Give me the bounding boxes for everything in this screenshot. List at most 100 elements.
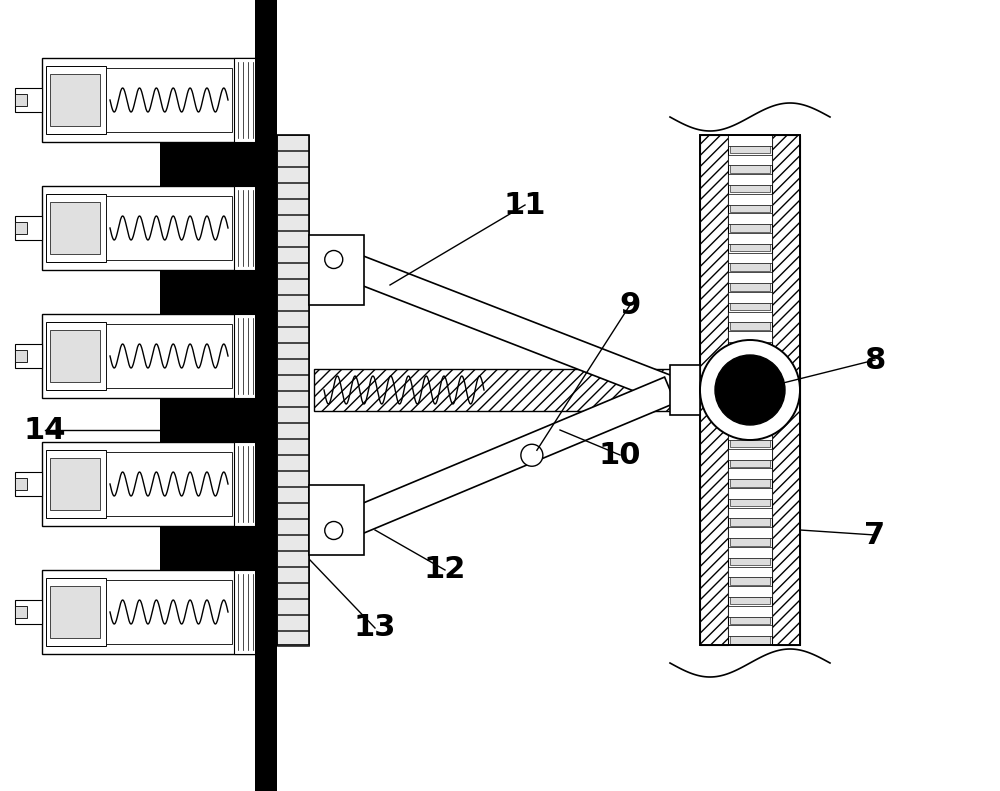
- Bar: [277, 327, 309, 342]
- Bar: [277, 295, 309, 310]
- Bar: [260, 464, 264, 504]
- Bar: [728, 448, 772, 460]
- Bar: [277, 183, 309, 198]
- Bar: [277, 423, 309, 438]
- Bar: [277, 391, 309, 406]
- Bar: [260, 80, 264, 120]
- Bar: [106, 452, 232, 516]
- Polygon shape: [328, 377, 675, 543]
- Bar: [728, 174, 772, 185]
- Bar: [42, 186, 262, 270]
- Bar: [730, 577, 770, 585]
- Bar: [160, 270, 260, 314]
- Bar: [728, 430, 772, 440]
- Bar: [50, 586, 100, 638]
- Bar: [277, 503, 309, 518]
- Bar: [15, 94, 27, 106]
- Bar: [260, 336, 264, 376]
- Bar: [15, 216, 42, 240]
- Bar: [730, 499, 770, 506]
- Bar: [277, 407, 309, 422]
- Bar: [106, 68, 232, 132]
- Bar: [50, 458, 100, 510]
- Bar: [277, 311, 309, 326]
- Bar: [728, 292, 772, 303]
- Bar: [15, 222, 27, 234]
- Text: 9: 9: [619, 290, 641, 320]
- Bar: [277, 631, 309, 646]
- Bar: [255, 0, 277, 791]
- Bar: [234, 442, 262, 526]
- Circle shape: [700, 340, 800, 440]
- Bar: [730, 479, 770, 486]
- Bar: [277, 551, 309, 566]
- Bar: [277, 279, 309, 294]
- Bar: [728, 194, 772, 205]
- Bar: [42, 58, 262, 142]
- Bar: [730, 185, 770, 192]
- Bar: [46, 322, 106, 390]
- Bar: [260, 208, 264, 248]
- Bar: [160, 142, 260, 186]
- Bar: [670, 365, 700, 415]
- Bar: [277, 615, 309, 630]
- Bar: [46, 578, 106, 646]
- Bar: [730, 597, 770, 604]
- Bar: [50, 330, 100, 382]
- Bar: [730, 518, 770, 526]
- Bar: [730, 616, 770, 624]
- Bar: [730, 420, 770, 428]
- Bar: [277, 135, 309, 645]
- Bar: [728, 350, 772, 361]
- Bar: [277, 247, 309, 262]
- Bar: [277, 359, 309, 374]
- Polygon shape: [329, 247, 675, 403]
- Bar: [728, 331, 772, 342]
- Circle shape: [715, 355, 785, 425]
- Bar: [46, 450, 106, 518]
- Bar: [728, 626, 772, 636]
- Bar: [277, 535, 309, 550]
- Bar: [277, 519, 309, 534]
- Bar: [277, 375, 309, 390]
- Bar: [728, 272, 772, 283]
- Bar: [728, 528, 772, 538]
- Text: 12: 12: [424, 555, 466, 585]
- Bar: [728, 547, 772, 558]
- Bar: [309, 485, 364, 555]
- Bar: [728, 135, 772, 146]
- Bar: [728, 468, 772, 479]
- Bar: [730, 342, 770, 350]
- Bar: [772, 135, 800, 645]
- Bar: [728, 508, 772, 518]
- Bar: [728, 154, 772, 165]
- Bar: [234, 186, 262, 270]
- Bar: [46, 194, 106, 262]
- Bar: [277, 599, 309, 614]
- Bar: [160, 398, 260, 442]
- Bar: [46, 66, 106, 134]
- Bar: [730, 361, 770, 369]
- Bar: [15, 344, 42, 368]
- Bar: [728, 566, 772, 577]
- Bar: [730, 440, 770, 448]
- Bar: [277, 215, 309, 230]
- Bar: [728, 370, 772, 381]
- Bar: [50, 74, 100, 126]
- Bar: [730, 401, 770, 408]
- Text: 13: 13: [354, 614, 396, 642]
- Bar: [314, 369, 690, 411]
- Bar: [728, 252, 772, 263]
- Bar: [50, 202, 100, 254]
- Bar: [730, 558, 770, 565]
- Bar: [277, 583, 309, 598]
- Bar: [277, 471, 309, 486]
- Bar: [106, 580, 232, 644]
- Text: 8: 8: [864, 346, 886, 374]
- Bar: [260, 592, 264, 632]
- Bar: [730, 205, 770, 212]
- Bar: [730, 244, 770, 252]
- Bar: [277, 455, 309, 470]
- Text: 7: 7: [864, 520, 886, 550]
- Bar: [730, 165, 770, 173]
